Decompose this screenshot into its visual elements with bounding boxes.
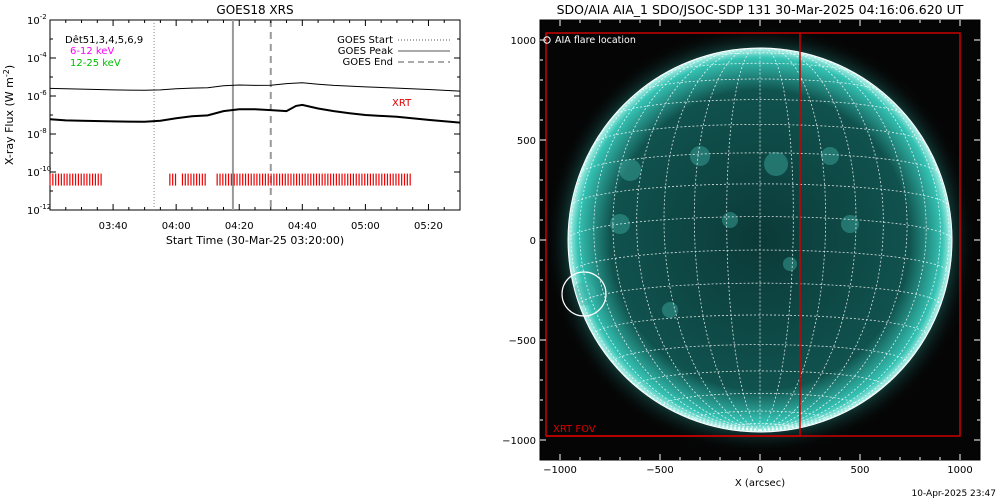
xrt-label: XRT — [392, 98, 412, 109]
longitude-line — [726, 48, 761, 431]
aia-x-tick-label: 0 — [757, 465, 763, 476]
longitude-line — [663, 48, 761, 431]
latitude-line — [570, 183, 950, 206]
goes-y-axis-label: X-ray Flux (W m-2) — [2, 65, 16, 165]
longitude-line — [693, 48, 761, 431]
xrt-fov-label: XRT FOV — [553, 424, 596, 435]
goes-series-long — [49, 82, 461, 92]
latitude-line — [594, 124, 926, 143]
goes-x-tick-label: 05:20 — [414, 221, 443, 232]
longitude-line — [759, 50, 908, 431]
active-region — [690, 146, 710, 166]
active-region — [619, 159, 641, 181]
aia-axes: −1000 −500 0 500 1000 1000 500 0 −500 −1000 — [502, 20, 980, 476]
solar-disk — [544, 24, 976, 456]
goes-y-tick-label: 10-12 — [27, 203, 51, 217]
goes-y-tick-label: 10-8 — [27, 127, 47, 141]
latitude-line — [579, 152, 941, 174]
active-region — [783, 257, 797, 271]
longitude-line — [636, 49, 761, 431]
goes-xrs-plot: GOES18 XRS 10-12 10-10 10-8 10-6 10-4 10-2 03… — [2, 3, 461, 247]
aia-map: SDO/AIA AIA_1 SDO/JSOC-SDP 131 30-Mar-20… — [502, 2, 996, 499]
latitude-line — [613, 99, 907, 116]
aia-x-tick-label: −1000 — [543, 465, 577, 476]
goes-y-tick-label: 10-10 — [27, 165, 51, 179]
active-region — [764, 152, 788, 176]
longitude-line — [612, 50, 761, 431]
xrt-coverage-bars — [49, 173, 411, 186]
aia-y-tick-label: −500 — [509, 336, 536, 347]
active-region — [841, 215, 859, 233]
goes-series — [49, 82, 461, 124]
active-region — [610, 214, 630, 234]
legend-flare-circle-icon — [543, 36, 551, 44]
longitude-line — [759, 83, 950, 431]
aia-x-tick-label: 500 — [850, 465, 869, 476]
longitude-line — [759, 48, 794, 431]
active-regions — [572, 146, 859, 318]
band-6-12-label: 6-12 keV — [70, 46, 114, 57]
goes-y-tick-label: 10-2 — [27, 13, 47, 27]
longitude-line — [579, 58, 761, 431]
latitude-line — [667, 62, 853, 73]
goes-y-tick-label: 10-4 — [27, 51, 47, 65]
goes-y-axis: 10-12 10-10 10-8 10-6 10-4 10-2 — [27, 13, 460, 217]
goes-x-tick-label: 04:00 — [162, 221, 191, 232]
goes-series-short — [49, 103, 461, 124]
longitude-line — [759, 48, 857, 431]
footer-timestamp: 10-Apr-2025 23:47 — [912, 489, 996, 499]
goes-title: GOES18 XRS — [216, 3, 293, 17]
aia-x-tick-label: 1000 — [947, 465, 972, 476]
detector-label: Dêt51,3,4,5,6,9 — [65, 34, 143, 46]
band-12-25-label: 12-25 keV — [70, 58, 121, 69]
legend-goes-end: GOES End — [343, 57, 393, 68]
goes-x-axis: 03:40 04:00 04:20 04:40 05:00 05:20 — [49, 20, 461, 232]
solar-limb — [567, 47, 953, 433]
legend-goes-start: GOES Start — [337, 35, 393, 46]
active-region — [662, 302, 678, 318]
goes-x-tick-label: 04:20 — [225, 221, 254, 232]
active-region — [821, 147, 839, 165]
aia-y-tick-label: 0 — [530, 236, 536, 247]
longitude-line — [759, 52, 927, 431]
goes-y-tick-label: 10-6 — [27, 89, 47, 103]
goes-x-tick-label: 05:00 — [351, 221, 380, 232]
aia-y-tick-label: −1000 — [502, 436, 536, 447]
active-region — [722, 212, 738, 228]
legend-goes-peak: GOES Peak — [338, 46, 393, 57]
longitude-line — [759, 49, 884, 431]
longitude-line — [593, 52, 761, 431]
aia-x-tick-label: −500 — [646, 465, 673, 476]
solar-disk-body — [568, 48, 952, 432]
latitude-line — [593, 314, 927, 336]
aia-legend-text: AIA flare location — [555, 35, 636, 46]
goes-x-tick-label: 04:40 — [288, 221, 317, 232]
flare-location-circle — [561, 271, 607, 317]
longitude-line — [759, 58, 941, 431]
latitude-line — [693, 410, 827, 420]
goes-x-axis-label: Start Time (30-Mar-25 03:20:00) — [166, 234, 344, 247]
longitude-line — [570, 83, 761, 431]
aia-x-axis-label: X (arcsec) — [735, 478, 785, 489]
aia-y-tick-label: 500 — [517, 136, 536, 147]
goes-x-tick-label: 03:40 — [99, 221, 128, 232]
aia-title: SDO/AIA AIA_1 SDO/JSOC-SDP 131 30-Mar-20… — [557, 2, 964, 17]
aia-overlays — [545, 32, 961, 437]
aia-y-tick-label: 1000 — [511, 36, 536, 47]
